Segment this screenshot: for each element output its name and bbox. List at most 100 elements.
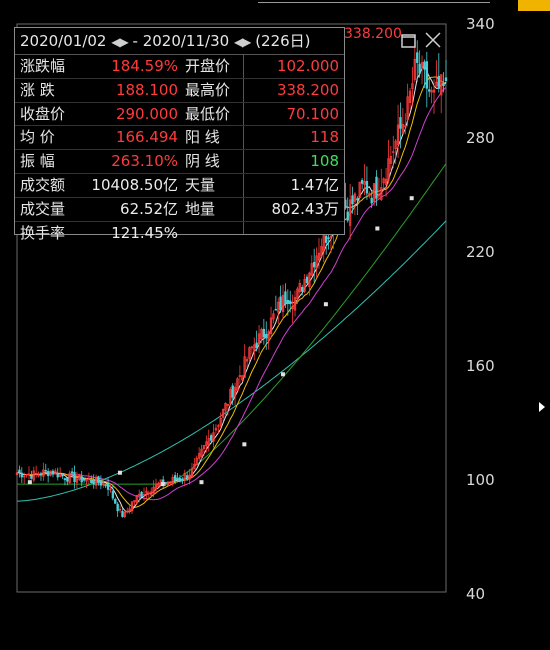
candle-body [142,494,146,496]
candle-body [284,291,287,305]
candle-body [92,481,95,485]
date-from-stepper-icon[interactable]: ◀▶ [111,35,128,49]
stats-row: 成交额 10408.50亿 天量 1.47亿 [15,174,344,198]
candle-body [25,473,28,476]
candle-body [34,472,38,475]
candle-body [44,470,47,472]
candle-body [135,495,139,503]
stat-value: 108 [310,152,339,171]
candle-body [123,511,127,518]
candle-body [257,333,261,345]
stat-label: 阳 线 [185,128,220,147]
stats-row: 均 价 166.494 阳 线 118 [15,126,344,151]
candle-body [205,441,208,447]
candle-body [61,474,64,477]
close-icon[interactable] [424,31,442,53]
ma120-line [17,220,447,502]
candle-body [97,476,100,484]
candle-body [315,255,318,269]
candle-body [49,470,52,476]
candle-body [396,124,400,145]
y-tick-label: 280 [466,129,495,147]
candle-body [32,470,35,481]
candle-body [212,432,215,442]
candle-body [267,331,270,342]
candle-body [387,158,390,181]
candle-body [408,90,412,103]
candle-body [368,193,371,197]
candle-body [404,125,407,128]
candle-body [195,457,198,466]
candle-body [279,296,282,311]
candle-body [226,403,230,406]
candle-body [277,301,280,313]
stats-row: 涨跌幅 184.59% 开盘价 102.000 [15,55,344,79]
candle-body [178,477,182,481]
candle-body [54,470,57,475]
candle-body [236,378,239,392]
date-from: 2020/01/02 [20,32,107,50]
candle-body [428,89,431,92]
candle-body [356,198,359,201]
candle-body [106,482,110,490]
candle-body [202,445,206,450]
candle-body [18,469,21,473]
candle-body [27,473,31,476]
candle-body [313,262,316,268]
candle-body [200,448,203,457]
candle-body [169,481,172,484]
candle-body [63,478,67,481]
candle-body [348,199,352,226]
restore-icon[interactable] [400,31,418,53]
candle-body [435,81,438,87]
candle-body [181,478,184,481]
stat-label: 涨跌幅 [20,57,66,75]
stat-value: 338.200 [276,80,339,99]
stat-value: 263.10% [111,152,178,171]
candle-body [145,490,148,494]
candle-body [229,389,232,404]
candle-body [157,483,160,487]
candle-body [255,342,258,348]
date-to-stepper-icon[interactable]: ◀▶ [233,35,251,49]
candle-body [444,77,448,82]
date-separator: - [132,32,138,50]
yellow-indicator-tab[interactable] [518,0,550,11]
candle-body [296,288,299,300]
candle-body [51,470,55,475]
candle-body [114,499,117,504]
day-count: (226日) [255,32,311,50]
stats-rows: 涨跌幅 184.59% 开盘价 102.000 涨 跌 188.100 最高价 338.200… [15,55,344,244]
stat-label: 换手率 [20,223,66,242]
candle-body [380,187,383,200]
candle-body [46,471,50,477]
candlestick-series [15,40,448,519]
candle-body [262,328,266,338]
candle-body [85,478,88,482]
candle-body [214,427,218,431]
candle-body [260,328,263,340]
stat-value: 166.494 [115,128,178,147]
candle-body [193,463,196,470]
candle-body [298,282,301,293]
candle-body [150,491,153,496]
candle-body [176,477,179,481]
candle-body [66,477,69,482]
candle-body [128,508,131,512]
candle-body [370,197,373,204]
top-scrollbar[interactable] [258,0,490,3]
stat-label: 最低价 [185,104,231,123]
candle-body [183,472,186,481]
ma60-markers [27,196,414,487]
candle-body [432,89,436,93]
candle-body [346,211,349,221]
caret-right-icon[interactable] [539,402,545,412]
date-to: 2020/11/30 [142,32,230,50]
candle-body [394,140,397,150]
candle-body [166,481,170,486]
candle-body [20,472,23,478]
candle-body [116,503,119,512]
stat-value: 62.52亿 [120,199,178,218]
stats-row: 收盘价 290.000 最低价 70.100 [15,103,344,127]
